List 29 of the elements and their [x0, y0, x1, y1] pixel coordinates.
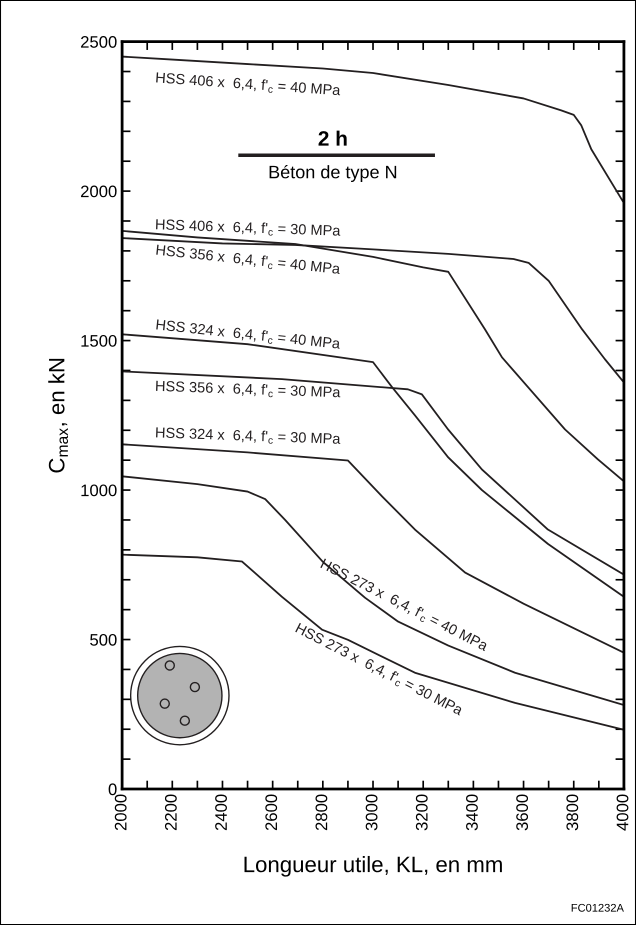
text: FC01232A — [572, 904, 624, 912]
x-tick-label: 3800 — [566, 794, 578, 830]
line-series — [122, 554, 624, 731]
x-tick-label: 3000 — [366, 794, 378, 830]
x-tick-label: 3600 — [516, 794, 528, 830]
x-tick-label: 4000 — [616, 794, 628, 831]
x-tick-label: 3400 — [466, 794, 478, 830]
y-tick-label: 0 — [108, 783, 117, 796]
y-tick-label: 1500 — [81, 334, 117, 347]
series-label: HSS 406 x 6,4, f'$_{c}$ = 30 MPa — [156, 218, 341, 238]
series-label: HSS 356 x 6,4, f'$_{c}$ = 30 MPa — [156, 380, 341, 400]
line-series — [122, 56, 624, 204]
x-tick-label: 2600 — [265, 794, 278, 830]
series-label: HSS 324 x 6,4, f'$_{c}$ = 30 MPa — [156, 426, 341, 446]
text: HSS 356 x 6,4, f'$_{c}$ = 40 MPa — [156, 244, 341, 276]
y-tick-label: 2500 — [81, 36, 117, 48]
y-tick-label: 2000 — [81, 186, 117, 198]
y-axis-title: C$_{max}$, en kN — [48, 358, 68, 473]
y-tick-label: 500 — [90, 634, 117, 646]
y-tick-label: 1000 — [81, 484, 117, 496]
x-tick-label: 2400 — [215, 794, 227, 830]
annotation: 2 h — [318, 130, 347, 146]
text: HSS 324 x 6,4, f'$_{c}$ = 40 MPa — [156, 318, 341, 352]
annotation: Béton de type N — [270, 164, 396, 182]
x-axis-title: Longueur utile, KL, en mm — [244, 856, 502, 877]
series-label: HSS 406 x 6,4, f'$_{c}$ = 40 MPa — [156, 72, 341, 98]
x-tick-label: 2800 — [316, 794, 328, 830]
x-tick-label: 3200 — [416, 794, 428, 830]
x-tick-label: 2200 — [164, 794, 177, 830]
